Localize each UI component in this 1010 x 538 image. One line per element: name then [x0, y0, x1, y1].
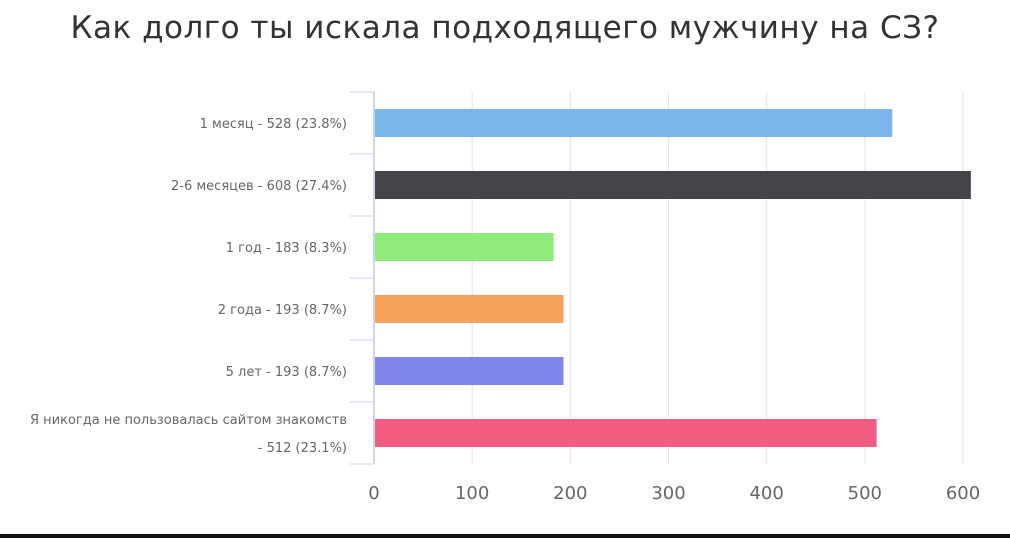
bottom-border — [0, 534, 1010, 538]
bar — [374, 233, 554, 261]
x-tick-label: 600 — [946, 483, 980, 504]
chart-title: Как долго ты искала подходящего мужчину … — [70, 10, 940, 46]
x-tick-label: 500 — [848, 483, 882, 504]
labels: 0 100 200 300 400 500 600 1 месяц - 528 (23.8%)… — [30, 117, 980, 504]
category-label: 1 год - 183 (8.3%) — [226, 241, 347, 256]
bars — [374, 109, 971, 447]
bar — [374, 295, 564, 323]
bar — [374, 357, 564, 385]
category-label: - 512 (23.1%) — [258, 441, 347, 456]
category-label: 2-6 месяцев - 608 (27.4%) — [171, 179, 347, 194]
x-tick-label: 0 — [368, 483, 379, 504]
x-tick-label: 400 — [749, 483, 783, 504]
x-tick-label: 300 — [651, 483, 685, 504]
axes — [350, 91, 375, 465]
category-label: Я никогда не пользовалась сайтом знакомс… — [30, 413, 347, 428]
bar — [374, 419, 877, 447]
bar — [374, 171, 971, 199]
x-tick-label: 200 — [553, 483, 587, 504]
bar — [374, 109, 893, 137]
category-label: 2 года - 193 (8.7%) — [218, 303, 347, 318]
grid-lines — [471, 92, 964, 464]
category-label: 5 лет - 193 (8.7%) — [226, 365, 347, 380]
category-label: 1 месяц - 528 (23.8%) — [200, 117, 347, 132]
x-tick-label: 100 — [455, 483, 489, 504]
